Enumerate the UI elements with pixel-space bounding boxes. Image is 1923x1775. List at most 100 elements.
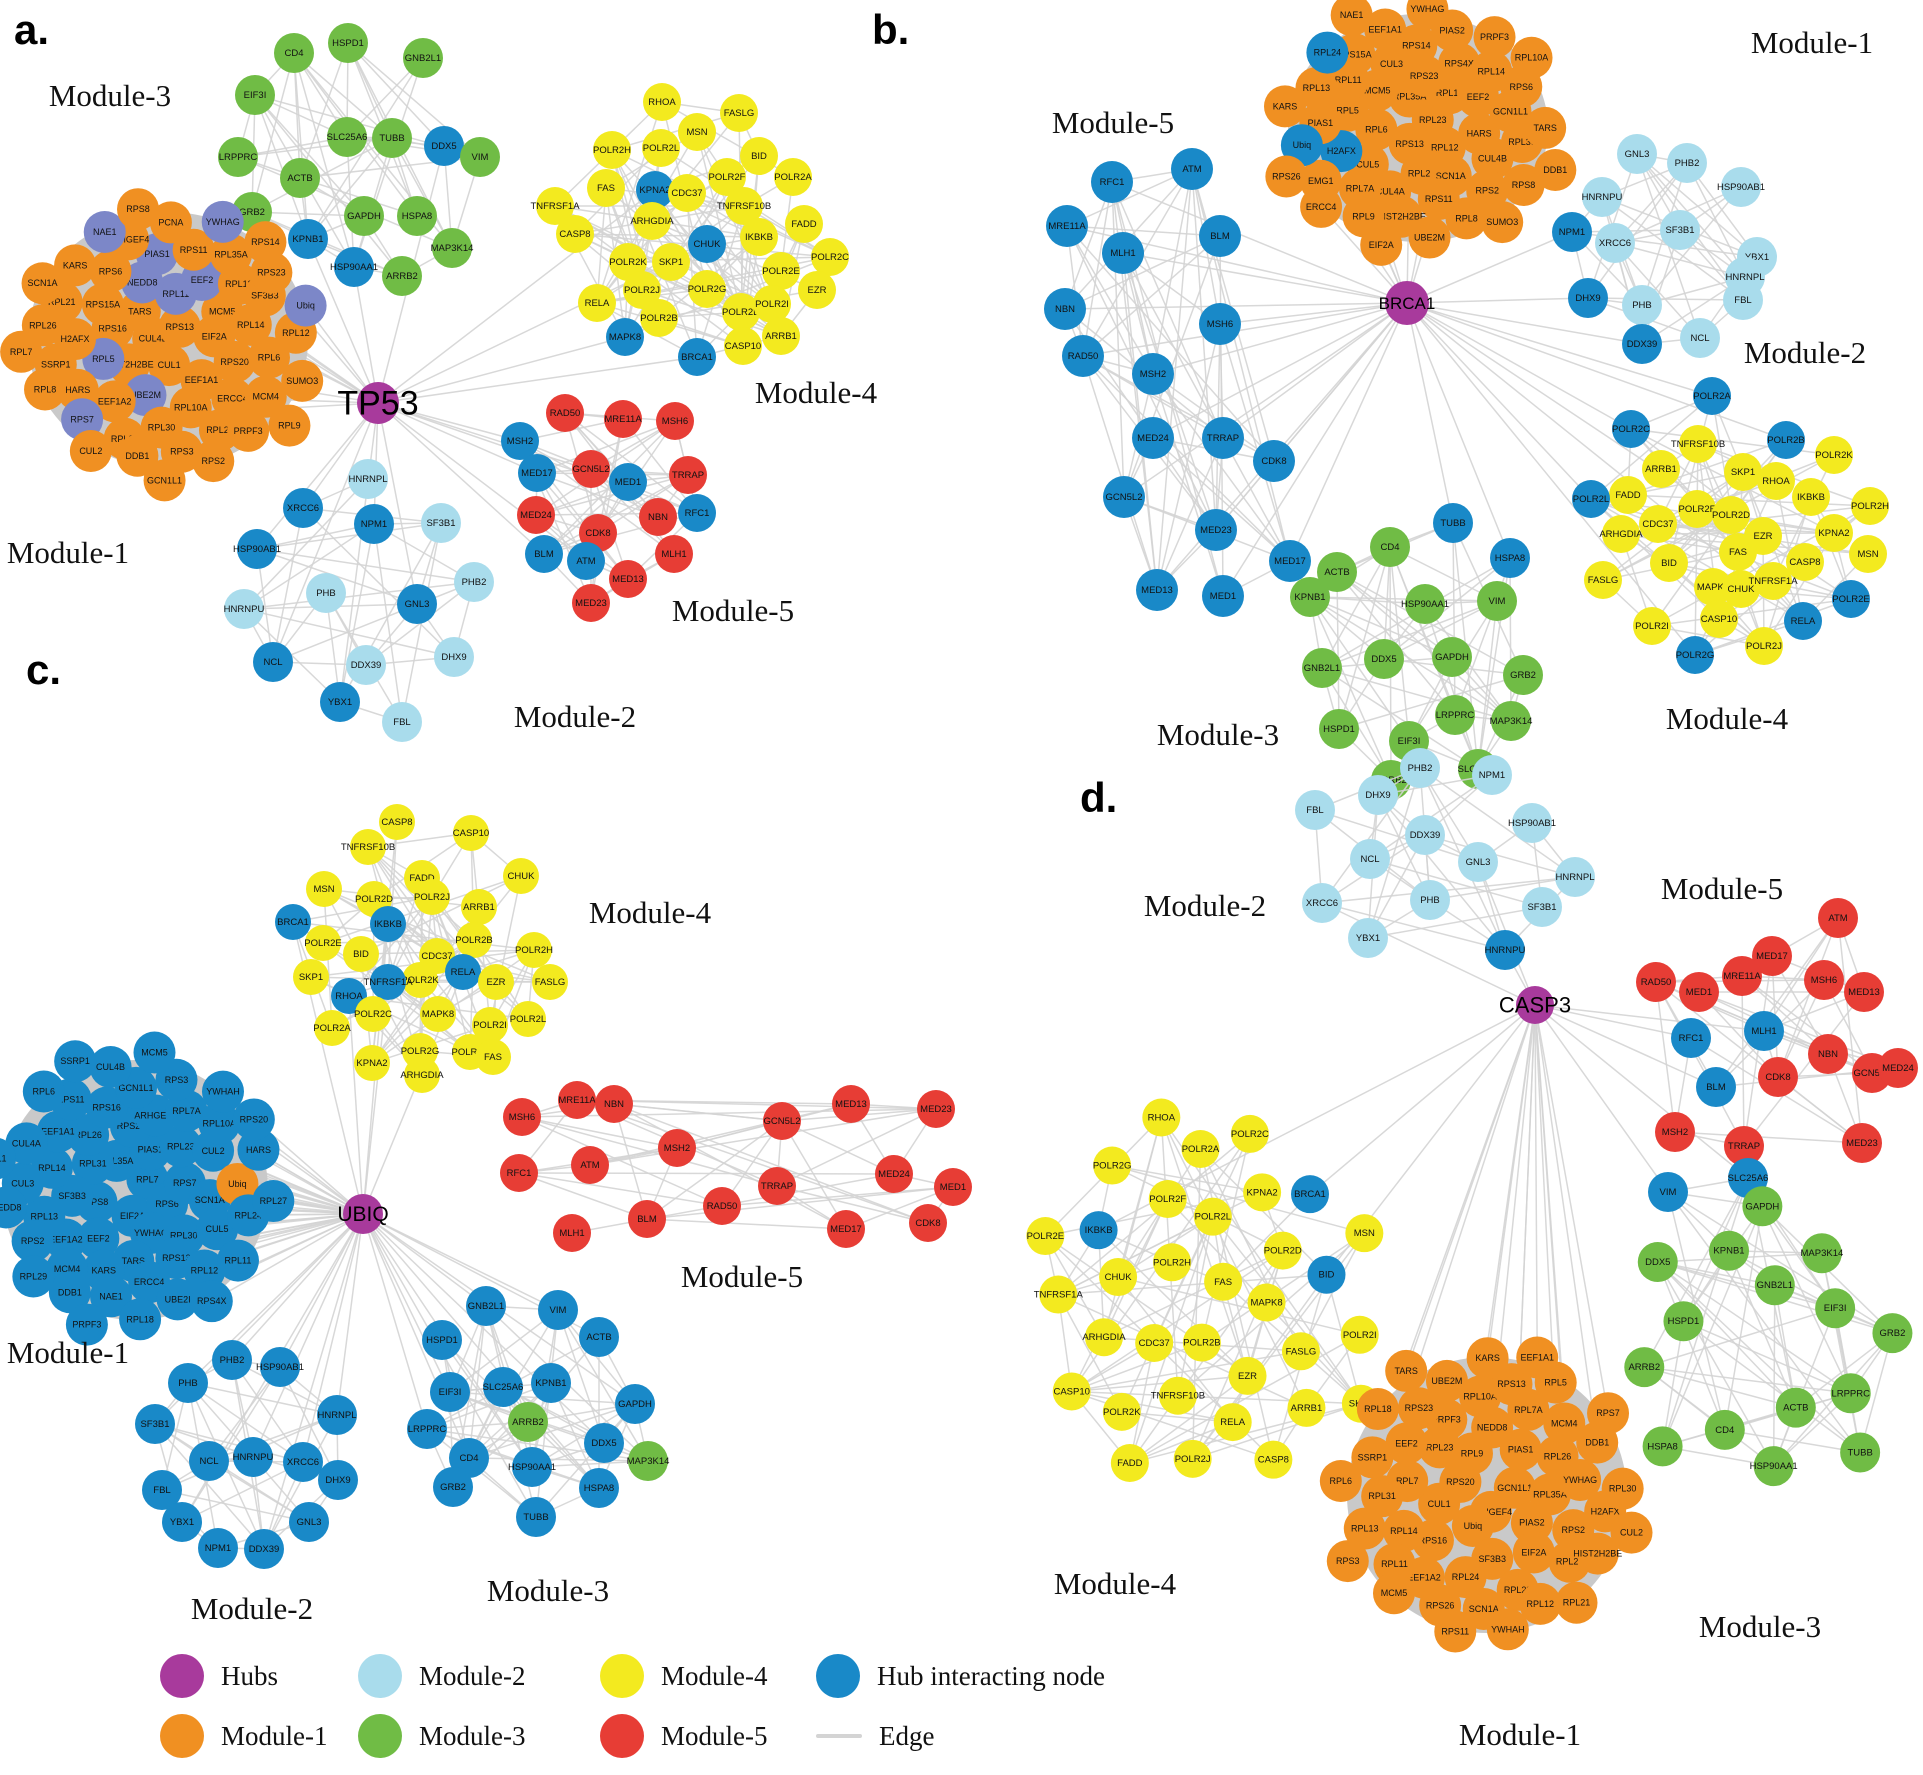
node-SLC25A6[interactable]: [327, 117, 367, 157]
node-NPM1[interactable]: [354, 504, 394, 544]
node-KPNB1[interactable]: [531, 1363, 571, 1403]
node-EIF3I[interactable]: [1815, 1288, 1856, 1329]
node-TNFRSF1A[interactable]: [370, 964, 406, 1000]
node-MAPK8[interactable]: [420, 996, 456, 1032]
node-DHX9[interactable]: [434, 637, 474, 677]
node-POLR2F[interactable]: [708, 158, 746, 196]
node-CHUK[interactable]: [503, 858, 539, 894]
node-MRE11A[interactable]: [604, 400, 642, 438]
node-RPL6[interactable]: [247, 336, 290, 379]
node-HSP90AA1[interactable]: [334, 247, 374, 287]
node-YWHAG[interactable]: [1406, 0, 1449, 31]
node-SSRP1[interactable]: [54, 1040, 97, 1083]
node-KPNB1[interactable]: [1709, 1230, 1750, 1271]
node-ACTB[interactable]: [1317, 552, 1357, 592]
node-DDX5[interactable]: [1637, 1242, 1678, 1283]
node-VIM[interactable]: [460, 137, 500, 177]
node-RPS14[interactable]: [244, 221, 287, 264]
node-FADD[interactable]: [1110, 1444, 1149, 1483]
node-CDC37[interactable]: [668, 174, 706, 212]
node-IKBKB[interactable]: [1079, 1211, 1118, 1250]
node-GAPDH[interactable]: [1742, 1186, 1783, 1227]
node-DDX39[interactable]: [244, 1529, 284, 1569]
node-RPL13[interactable]: [1295, 67, 1338, 110]
node-SUMO3[interactable]: [281, 359, 324, 402]
node-GCN5L2[interactable]: [1103, 476, 1145, 518]
node-RPL14[interactable]: [1382, 1509, 1425, 1552]
node-RPS11[interactable]: [1434, 1610, 1477, 1653]
node-CUL1[interactable]: [1418, 1482, 1461, 1525]
node-DDX39[interactable]: [346, 645, 386, 685]
node-RPL31[interactable]: [1361, 1475, 1404, 1518]
node-TNFRSF1A[interactable]: [536, 187, 574, 225]
node-POLR2H[interactable]: [516, 932, 552, 968]
node-POLR2E[interactable]: [305, 925, 341, 961]
node-HSPD1[interactable]: [1319, 709, 1359, 749]
node-CASP8[interactable]: [1254, 1440, 1293, 1479]
node-HIST2H2BE[interactable]: [1576, 1532, 1619, 1575]
node-MSN[interactable]: [1849, 535, 1887, 573]
node-POLR2H[interactable]: [1851, 487, 1889, 525]
node-NAE1[interactable]: [90, 1275, 133, 1318]
node-POLR2I[interactable]: [753, 285, 791, 323]
node-TUBB[interactable]: [1840, 1432, 1881, 1473]
node-NAE1[interactable]: [83, 211, 126, 254]
node-POLR2G[interactable]: [1676, 636, 1714, 674]
node-EZR[interactable]: [1228, 1356, 1267, 1395]
node-SKP1[interactable]: [652, 243, 690, 281]
node-MED24[interactable]: [1878, 1048, 1918, 1088]
node-FAS[interactable]: [1204, 1262, 1243, 1301]
node-GNB2L1[interactable]: [466, 1286, 506, 1326]
node-XRCC6[interactable]: [1595, 223, 1635, 263]
node-DDX5[interactable]: [424, 126, 464, 166]
node-BID[interactable]: [343, 936, 379, 972]
node-RPL23[interactable]: [159, 1125, 202, 1168]
node-SF3B1[interactable]: [1660, 210, 1700, 250]
node-GAPDH[interactable]: [344, 196, 384, 236]
node-KPNA2[interactable]: [1243, 1173, 1282, 1212]
node-KPNA2[interactable]: [636, 171, 674, 209]
node-HNRNPL[interactable]: [348, 459, 388, 499]
node-POLR2F[interactable]: [1148, 1180, 1187, 1219]
node-POLR2H[interactable]: [593, 131, 631, 169]
node-PHB[interactable]: [1622, 285, 1662, 325]
node-PRPF3[interactable]: [1473, 16, 1516, 59]
node-RPS14[interactable]: [1395, 24, 1438, 67]
node-RPS7[interactable]: [61, 398, 104, 441]
node-MSH6[interactable]: [656, 402, 694, 440]
node-RAD50[interactable]: [1636, 962, 1676, 1002]
node-CUL2[interactable]: [1610, 1511, 1653, 1554]
node-RPS13[interactable]: [158, 305, 201, 348]
node-MED13[interactable]: [832, 1085, 870, 1123]
node-MAP3K14[interactable]: [432, 228, 472, 268]
node-RPL24[interactable]: [1444, 1556, 1487, 1599]
node-SF3B1[interactable]: [421, 503, 461, 543]
node-SF3B1[interactable]: [1522, 887, 1562, 927]
node-RPL10A[interactable]: [1510, 36, 1553, 79]
node-TNFRSF10B[interactable]: [350, 829, 386, 865]
node-RELA[interactable]: [1784, 602, 1822, 640]
node-MLH1[interactable]: [655, 535, 693, 573]
node-EZR[interactable]: [798, 271, 836, 309]
node-ACTB[interactable]: [1775, 1387, 1816, 1428]
node-KARS[interactable]: [1263, 85, 1306, 128]
node-HSP90AB1[interactable]: [1721, 167, 1761, 207]
node-DHX9[interactable]: [1358, 775, 1398, 815]
node-CUL2[interactable]: [69, 430, 112, 473]
node-SUMO3[interactable]: [1481, 201, 1524, 244]
node-FASLG[interactable]: [720, 94, 758, 132]
node-GCN1L1[interactable]: [1493, 1466, 1536, 1509]
node-DDB1[interactable]: [1534, 148, 1577, 191]
node-NPM1[interactable]: [1472, 755, 1512, 795]
node-VIM[interactable]: [1648, 1172, 1688, 1212]
node-RPL27[interactable]: [252, 1180, 295, 1223]
node-NPM1[interactable]: [198, 1528, 238, 1568]
node-ERCC4[interactable]: [211, 377, 254, 420]
node-RPL35A[interactable]: [209, 233, 252, 276]
node-EEF1A1[interactable]: [1516, 1336, 1559, 1379]
node-CDC37[interactable]: [1639, 505, 1677, 543]
node-RPS20[interactable]: [232, 1098, 275, 1141]
node-PHB2[interactable]: [1400, 748, 1440, 788]
node-RFC1[interactable]: [1671, 1018, 1711, 1058]
node-POLR2A[interactable]: [314, 1010, 350, 1046]
